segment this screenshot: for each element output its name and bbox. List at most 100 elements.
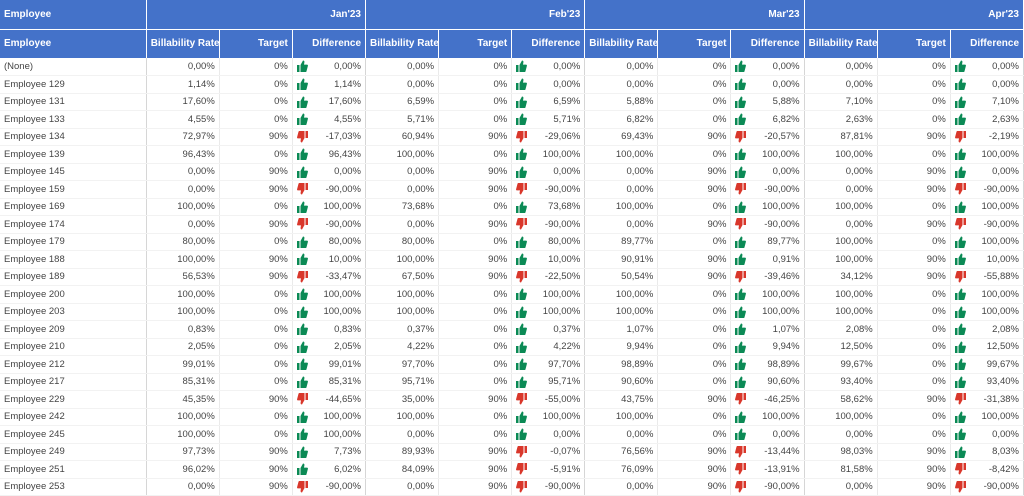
column-header-employee[interactable]: Employee	[0, 28, 147, 58]
column-header-billability-rate[interactable]: Billability Rate	[365, 28, 440, 58]
column-header-difference[interactable]: Difference	[292, 28, 367, 58]
column-header-billability-rate[interactable]: Billability Rate	[584, 28, 659, 58]
difference-value: 100,00%	[762, 148, 800, 160]
table-row[interactable]: Employee 203 100,00% 0% 100,00% 100,00% 0% 100…	[0, 303, 1024, 321]
billability-rate-cell: 34,12%	[804, 268, 878, 286]
difference-value: 100,00%	[981, 148, 1019, 160]
month-header-jan[interactable]: Jan'23	[146, 0, 367, 29]
difference-cell: 0,00%	[511, 163, 586, 181]
difference-cell: 1,07%	[730, 320, 805, 339]
column-header-target[interactable]: Target	[219, 28, 293, 58]
billability-rate-cell: 90,60%	[584, 373, 659, 391]
billability-rate-cell: 0,00%	[146, 180, 220, 199]
thumbs-up-icon	[296, 306, 308, 318]
difference-value: 85,31%	[328, 376, 361, 388]
month-header-mar[interactable]: Mar'23	[584, 0, 805, 29]
billability-rate-cell: 97,70%	[365, 355, 440, 374]
column-header-billability-rate[interactable]: Billability Rate	[804, 28, 878, 58]
table-row[interactable]: Employee 212 99,01% 0% 99,01% 97,70% 0% 97,70%…	[0, 355, 1024, 374]
difference-cell: 0,00%	[950, 163, 1024, 181]
table-row[interactable]: Employee 133 4,55% 0% 4,55% 5,71% 0% 5,71% 6,82…	[0, 110, 1024, 129]
table-row[interactable]: Employee 188 100,00% 90% 10,00% 100,00% 90% 10…	[0, 250, 1024, 269]
thumbs-down-icon	[735, 463, 747, 475]
table-row[interactable]: Employee 200 100,00% 0% 100,00% 100,00% 0% 100…	[0, 285, 1024, 304]
billability-rate-cell: 43,75%	[584, 390, 659, 409]
table-row[interactable]: Employee 209 0,83% 0% 0,83% 0,37% 0% 0,37% 1,07…	[0, 320, 1024, 339]
billability-rate-cell: 67,50%	[365, 268, 440, 286]
table-row[interactable]: Employee 242 100,00% 0% 100,00% 100,00% 0% 100…	[0, 408, 1024, 426]
column-header-target[interactable]: Target	[877, 28, 951, 58]
billability-rate-cell: 0,00%	[365, 180, 440, 199]
employee-group-header[interactable]: Employee	[0, 0, 147, 29]
table-row[interactable]: Employee 134 72,97% 90% -17,03% 60,94% 90% -29…	[0, 128, 1024, 146]
table-row[interactable]: Employee 179 80,00% 0% 80,00% 80,00% 0% 80,00%…	[0, 233, 1024, 251]
table-row[interactable]: Employee 217 85,31% 0% 85,31% 95,71% 0% 95,71%…	[0, 373, 1024, 391]
thumbs-up-icon	[516, 113, 528, 125]
employee-name-cell: Employee 242	[0, 408, 147, 426]
billability-rate-cell: 0,00%	[804, 215, 878, 234]
thumbs-up-icon	[954, 446, 966, 458]
table-row[interactable]: Employee 189 56,53% 90% -33,47% 67,50% 90% -22…	[0, 268, 1024, 286]
difference-value: 2,08%	[992, 323, 1019, 335]
thumbs-down-icon	[516, 393, 528, 405]
column-header-target[interactable]: Target	[438, 28, 513, 58]
difference-cell: 100,00%	[511, 285, 586, 304]
target-cell: 0%	[219, 145, 293, 164]
difference-cell: 99,67%	[950, 355, 1024, 374]
difference-value: 97,70%	[548, 358, 581, 370]
billability-rate-cell: 4,55%	[146, 110, 220, 129]
column-header-billability-rate[interactable]: Billability Rate	[146, 28, 220, 58]
difference-value: 0,00%	[992, 61, 1019, 72]
difference-cell: 100,00%	[292, 285, 367, 304]
target-cell: 90%	[877, 268, 951, 286]
table-row[interactable]: Employee 129 1,14% 0% 1,14% 0,00% 0% 0,00% 0,00…	[0, 75, 1024, 94]
thumbs-up-icon	[296, 166, 308, 178]
column-header-difference[interactable]: Difference	[730, 28, 805, 58]
billability-rate-cell: 0,00%	[365, 75, 440, 94]
column-header-row: Employee Billability Rate Target Differe…	[0, 28, 1024, 58]
difference-value: 7,73%	[334, 446, 361, 458]
billability-rate-cell: 76,56%	[584, 443, 659, 461]
difference-cell: 93,40%	[950, 373, 1024, 391]
difference-value: -33,47%	[325, 271, 361, 283]
difference-cell: 100,00%	[511, 408, 586, 426]
target-cell: 0%	[657, 338, 732, 356]
target-cell: 0%	[438, 93, 513, 111]
thumbs-up-icon	[735, 341, 747, 353]
table-row[interactable]: Employee 249 97,73% 90% 7,73% 89,93% 90% -0,07…	[0, 443, 1024, 461]
difference-cell: 0,00%	[950, 75, 1024, 94]
table-row[interactable]: Employee 139 96,43% 0% 96,43% 100,00% 0% 100,0…	[0, 145, 1024, 164]
thumbs-up-icon	[516, 60, 528, 72]
table-row[interactable]: Employee 253 0,00% 90% -90,00% 0,00% 90% -90,0…	[0, 478, 1024, 496]
billability-rate-cell: 99,01%	[146, 355, 220, 374]
difference-cell: 100,00%	[730, 303, 805, 321]
difference-value: 100,00%	[323, 201, 361, 213]
thumbs-up-icon	[735, 201, 747, 213]
table-row[interactable]: Employee 251 96,02% 90% 6,02% 84,09% 90% -5,91…	[0, 460, 1024, 479]
billability-rate-cell: 2,08%	[804, 320, 878, 339]
month-header-feb[interactable]: Feb'23	[365, 0, 586, 29]
billability-rate-cell: 6,82%	[584, 110, 659, 129]
table-row[interactable]: Employee 131 17,60% 0% 17,60% 6,59% 0% 6,59% 5,…	[0, 93, 1024, 111]
table-row[interactable]: (None) 0,00% 0% 0,00% 0,00% 0% 0,00% 0,00% 0% 0,0…	[0, 58, 1024, 76]
table-row[interactable]: Employee 169 100,00% 0% 100,00% 73,68% 0% 73,6…	[0, 198, 1024, 216]
difference-cell: -90,00%	[730, 478, 805, 496]
table-row[interactable]: Employee 245 100,00% 0% 100,00% 0,00% 0% 0,00%…	[0, 425, 1024, 444]
table-row[interactable]: Employee 210 2,05% 0% 2,05% 4,22% 0% 4,22% 9,94…	[0, 338, 1024, 356]
table-row[interactable]: Employee 229 45,35% 90% -44,65% 35,00% 90% -55…	[0, 390, 1024, 409]
billability-rate-cell: 80,00%	[365, 233, 440, 251]
difference-value: 80,00%	[328, 236, 361, 248]
difference-value: -29,06%	[544, 131, 581, 143]
table-row[interactable]: Employee 174 0,00% 90% -90,00% 0,00% 90% -90,0…	[0, 215, 1024, 234]
column-header-target[interactable]: Target	[657, 28, 732, 58]
difference-cell: 8,03%	[950, 443, 1024, 461]
table-row[interactable]: Employee 145 0,00% 90% 0,00% 0,00% 90% 0,00% 0,…	[0, 163, 1024, 181]
billability-rate-cell: 0,00%	[146, 163, 220, 181]
table-row[interactable]: Employee 159 0,00% 90% -90,00% 0,00% 90% -90,0…	[0, 180, 1024, 199]
billability-rate-cell: 69,43%	[584, 128, 659, 146]
billability-rate-cell: 0,00%	[146, 58, 220, 76]
month-header-apr[interactable]: Apr'23	[804, 0, 1024, 29]
target-cell: 90%	[219, 268, 293, 286]
column-header-difference[interactable]: Difference	[511, 28, 586, 58]
column-header-difference[interactable]: Difference	[950, 28, 1024, 58]
